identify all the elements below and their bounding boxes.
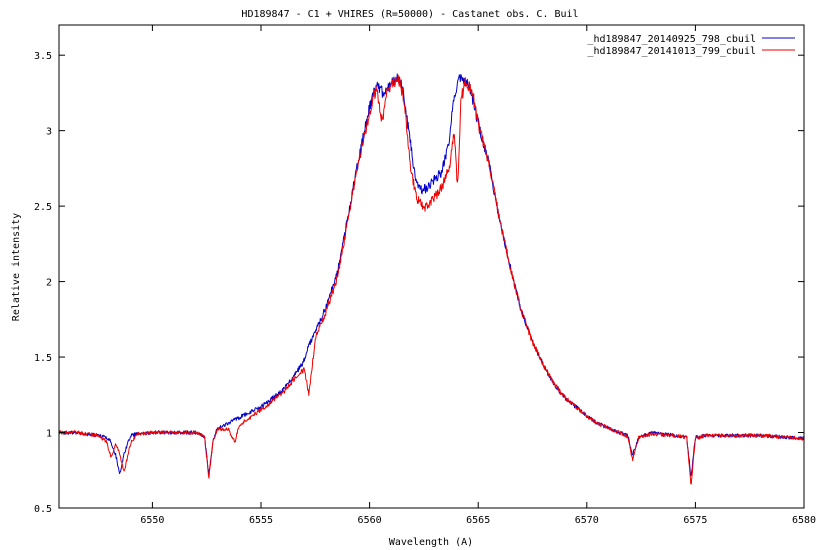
y-tick-label: 3 xyxy=(46,127,52,138)
y-tick-label: 2.5 xyxy=(34,202,52,213)
y-axis-label: Relative intensity xyxy=(11,213,22,321)
x-tick-label: 6580 xyxy=(792,515,816,526)
legend-label: _hd189847_20140925_798_cbuil xyxy=(587,34,756,45)
x-tick-label: 6575 xyxy=(683,515,707,526)
series-layer xyxy=(58,73,805,485)
legend: _hd189847_20140925_798_cbuil_hd189847_20… xyxy=(587,34,795,57)
y-tick-label: 1.5 xyxy=(34,353,52,364)
plot-frame xyxy=(58,24,805,509)
x-axis-label: Wavelength (A) xyxy=(389,537,473,548)
y-tick-label: 3.5 xyxy=(34,51,52,62)
y-tick-label: 0.5 xyxy=(34,504,52,515)
ticks-layer: 6550 6555 6560 6565 6570 6575 6580 0.5 1 1.5 2 2.5 3… xyxy=(34,25,816,526)
y-tick-label: 1 xyxy=(46,429,52,440)
chart-title: HD189847 - C1 + VHIRES (R=50000) - Casta… xyxy=(241,9,578,20)
x-tick-label: 6555 xyxy=(249,515,273,526)
series-line-2 xyxy=(58,74,805,485)
x-tick-label: 6550 xyxy=(140,515,164,526)
x-tick-label: 6565 xyxy=(466,515,490,526)
x-tick-label: 6570 xyxy=(575,515,599,526)
y-tick-label: 2 xyxy=(46,278,52,289)
x-tick-label: 6560 xyxy=(358,515,382,526)
legend-label: _hd189847_20141013_799_cbuil xyxy=(587,46,756,57)
